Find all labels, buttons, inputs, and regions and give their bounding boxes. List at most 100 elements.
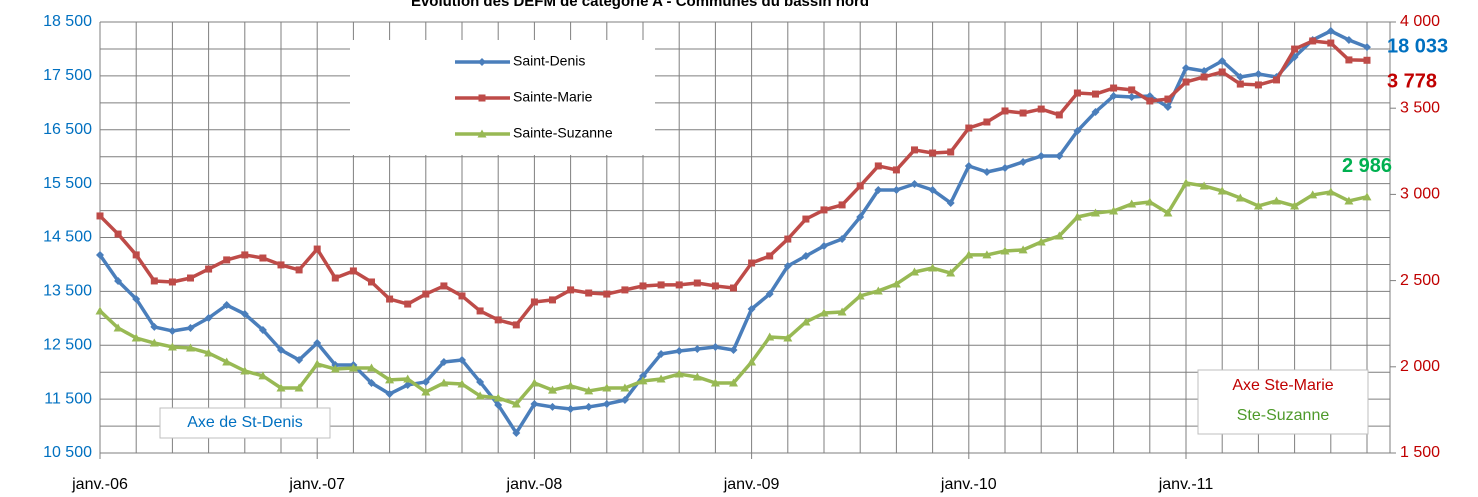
- marker: [131, 333, 141, 342]
- marker: [964, 250, 974, 259]
- marker: [783, 333, 793, 342]
- y2-tick-label: 4 000: [1400, 13, 1440, 30]
- marker: [675, 347, 684, 356]
- marker: [204, 313, 213, 322]
- marker: [1236, 80, 1244, 88]
- marker: [965, 124, 973, 132]
- marker: [95, 306, 105, 315]
- marker: [259, 254, 267, 262]
- marker: [638, 376, 648, 385]
- marker: [512, 321, 520, 329]
- marker: [186, 343, 195, 352]
- marker: [1073, 89, 1081, 97]
- marker: [801, 317, 811, 326]
- legend-label: Sainte-Suzanne: [513, 125, 613, 141]
- y-tick-label: 15 500: [43, 175, 92, 192]
- marker: [96, 212, 104, 220]
- marker: [1217, 186, 1227, 195]
- marker: [295, 355, 304, 364]
- marker: [1181, 178, 1191, 187]
- marker: [205, 265, 213, 273]
- marker: [240, 366, 250, 375]
- marker: [295, 266, 303, 274]
- marker: [730, 284, 737, 292]
- marker: [1146, 97, 1154, 105]
- marker: [1272, 196, 1281, 205]
- marker: [837, 307, 847, 316]
- marker: [1363, 56, 1371, 64]
- marker: [367, 378, 376, 387]
- marker: [222, 301, 231, 310]
- marker: [1200, 66, 1209, 75]
- marker: [1363, 43, 1371, 52]
- marker: [748, 259, 756, 267]
- marker: [1236, 73, 1245, 82]
- marker: [1308, 190, 1318, 199]
- marker: [478, 58, 486, 66]
- marker: [1055, 111, 1063, 119]
- marker: [1092, 90, 1099, 98]
- marker: [494, 316, 502, 324]
- data-label: 3 778: [1387, 71, 1437, 93]
- marker: [873, 286, 883, 295]
- marker: [548, 402, 557, 411]
- marker: [856, 182, 864, 190]
- x-tick-label: janv.-07: [288, 476, 345, 493]
- marker: [1001, 107, 1009, 115]
- marker: [674, 369, 684, 378]
- marker: [385, 375, 395, 384]
- marker: [167, 342, 177, 351]
- annotation-box: [1197, 369, 1369, 435]
- marker: [476, 307, 484, 315]
- marker: [475, 391, 485, 400]
- marker: [548, 385, 557, 394]
- annotation: Ste-Suzanne: [1237, 407, 1330, 424]
- marker: [132, 294, 141, 303]
- marker: [529, 378, 539, 387]
- y-tick-label: 17 500: [43, 67, 92, 84]
- marker: [1163, 103, 1172, 112]
- marker: [457, 379, 467, 388]
- y2-tick-label: 3 500: [1400, 99, 1440, 116]
- marker: [439, 378, 449, 387]
- marker: [964, 162, 973, 171]
- marker: [1362, 192, 1372, 201]
- marker: [711, 282, 719, 290]
- marker: [801, 251, 810, 260]
- marker: [566, 404, 575, 413]
- marker: [1073, 126, 1082, 135]
- marker: [368, 278, 375, 286]
- marker: [892, 185, 901, 194]
- marker: [241, 251, 249, 259]
- marker: [1327, 39, 1335, 47]
- marker: [982, 250, 992, 259]
- marker: [1291, 45, 1299, 53]
- marker: [403, 380, 412, 389]
- y2-tick-label: 1 500: [1400, 444, 1440, 461]
- y-tick-label: 11 500: [44, 390, 92, 407]
- marker: [1091, 208, 1100, 217]
- marker: [1344, 35, 1353, 44]
- chart-title: Évolution des DEFM de catégorie A - Comm…: [411, 0, 869, 10]
- legend-label: Saint-Denis: [513, 53, 585, 69]
- marker: [910, 180, 919, 189]
- marker: [855, 291, 865, 300]
- marker: [1253, 201, 1263, 210]
- marker: [258, 371, 268, 380]
- marker: [168, 326, 177, 335]
- marker: [820, 241, 828, 250]
- marker: [511, 399, 521, 408]
- marker: [766, 252, 774, 260]
- marker: [1037, 105, 1045, 113]
- marker: [784, 235, 792, 243]
- marker: [710, 378, 720, 387]
- marker: [765, 332, 775, 341]
- marker: [819, 308, 829, 317]
- marker: [1164, 95, 1172, 103]
- marker: [277, 261, 285, 269]
- marker: [874, 185, 883, 194]
- marker: [874, 162, 882, 170]
- marker: [982, 167, 991, 176]
- marker: [331, 274, 339, 282]
- marker: [693, 344, 702, 353]
